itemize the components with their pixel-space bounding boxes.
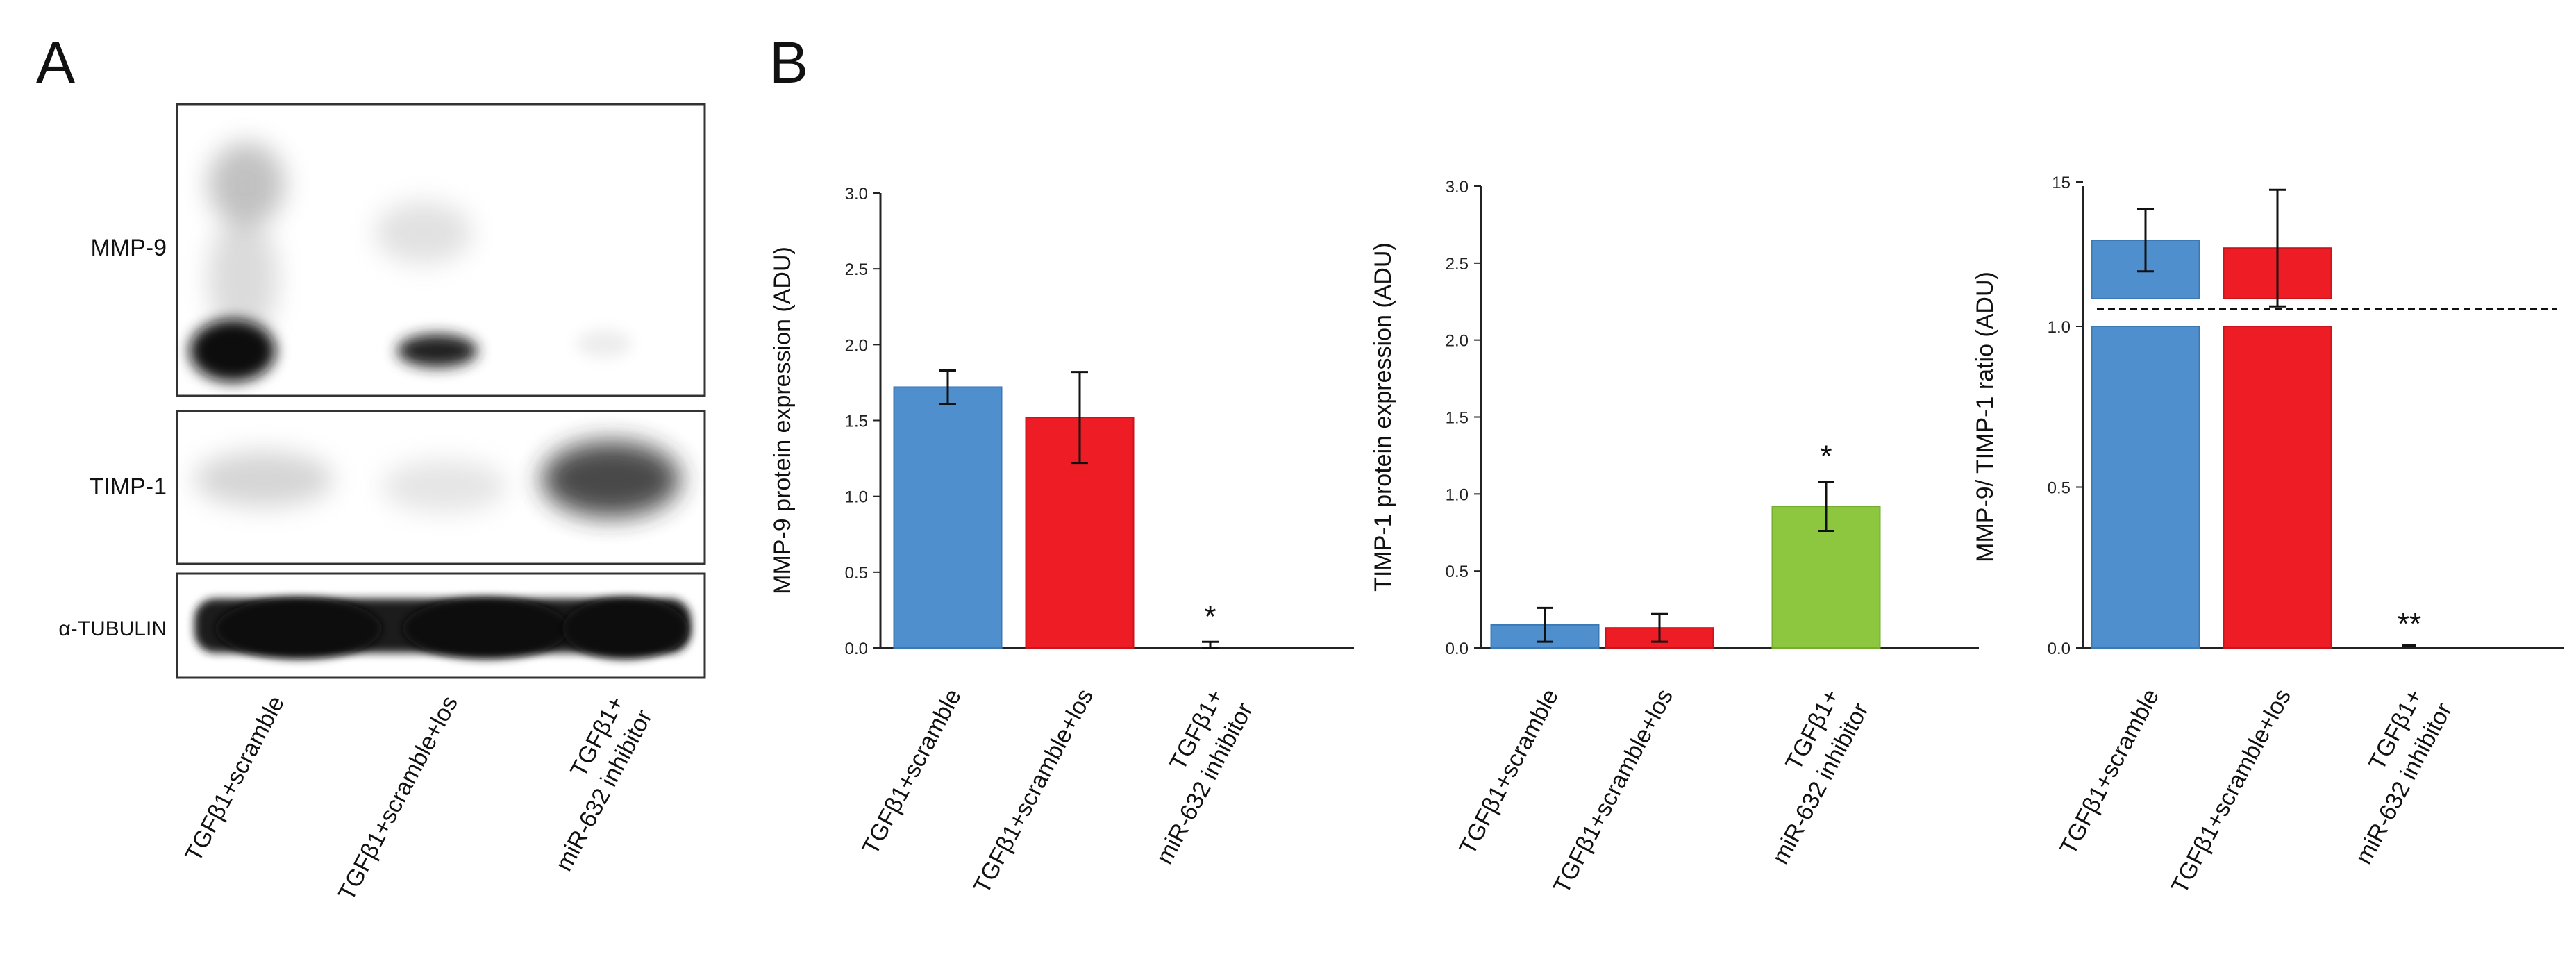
chart1-bar-1	[893, 386, 1003, 649]
chart3-significance-3: **	[2398, 607, 2421, 641]
western-blot-figure: MMP-9 TIMP-1 α-TUBULIN TGFβ1+scramble TG…	[58, 103, 706, 905]
chart1-significance-3: *	[1204, 599, 1216, 633]
panel-letter-b: B	[769, 30, 809, 95]
mmp9-band-lane1-smear	[208, 215, 278, 340]
chart3-category-label-1: TGFβ1+scramble	[2055, 685, 2164, 859]
chart1-y-tick-label: 0.5	[845, 564, 868, 583]
mmp9-band-lane2	[397, 334, 478, 367]
chart2-y-tick-label: 3.0	[1446, 178, 1469, 197]
chart1-y-tick-label: 1.0	[845, 488, 868, 507]
tubulin-blot	[176, 572, 706, 679]
timp1-band-lane2	[382, 460, 507, 512]
chart3-category-label-2: TGFβ1+scramble+los	[2166, 685, 2296, 898]
chart3-y-tick-label: 1.0	[2048, 318, 2071, 337]
blot-row-label-tubulin: α-TUBULIN	[58, 617, 167, 640]
blot-row-label-mmp9: MMP-9	[90, 235, 167, 261]
chart3-y-tick-label: 15	[2052, 174, 2071, 192]
chart1-y-tick-label: 1.5	[845, 412, 868, 431]
chart3-bar-2-lower	[2223, 326, 2332, 649]
chart1-y-axis-label: MMP-9 protein expression (ADU)	[769, 247, 796, 594]
chart2-y-tick-label: 0.5	[1446, 562, 1469, 581]
mmp9-band-lane1-upper	[208, 142, 285, 226]
chart2-y-tick-label: 1.5	[1446, 409, 1469, 428]
panel-letter-a: A	[36, 30, 76, 95]
chart2-y-tick-label: 1.0	[1446, 485, 1469, 504]
blot-row-label-timp1: TIMP-1	[90, 474, 167, 500]
chart2-category-label-1: TGFβ1+scramble	[1454, 685, 1564, 859]
chart2-y-tick-label: 0.0	[1446, 640, 1469, 658]
chart1-y-tick-label: 3.0	[845, 185, 868, 203]
chart3-y-tick-label: 0.0	[2048, 640, 2071, 658]
chart2-category-label-2: TGFβ1+scramble+los	[1548, 685, 1678, 898]
mmp9-band-lane1	[190, 319, 276, 382]
chart1-category-label-2: TGFβ1+scramble+los	[969, 685, 1098, 898]
chart3-y-tick-label: 0.5	[2048, 479, 2071, 498]
chart1-category-label-1: TGFβ1+scramble	[857, 685, 967, 859]
chart2-y-tick-label: 2.5	[1446, 255, 1469, 274]
timp1-band-lane3	[542, 441, 680, 517]
chart2-y-tick-label: 2.0	[1446, 332, 1469, 351]
chart3-y-axis-label: MMP-9/ TIMP-1 ratio (ADU)	[1972, 272, 1998, 562]
chart2-significance-3: *	[1820, 440, 1832, 474]
chart2-y-axis-label: TIMP-1 protein expression (ADU)	[1370, 242, 1396, 592]
mmp9-blot	[176, 103, 706, 397]
chart1-y-tick-label: 2.0	[845, 336, 868, 355]
timp1-blot	[176, 410, 706, 565]
chart1-y-tick-label: 0.0	[845, 640, 868, 658]
mmp9-band-lane3	[576, 330, 632, 358]
chart1-y-tick-label: 2.5	[845, 260, 868, 279]
mmp9-band-lane2-upper	[375, 201, 472, 264]
timp1-band-lane1	[194, 451, 333, 507]
chart3-bar-1-lower	[2091, 326, 2200, 649]
